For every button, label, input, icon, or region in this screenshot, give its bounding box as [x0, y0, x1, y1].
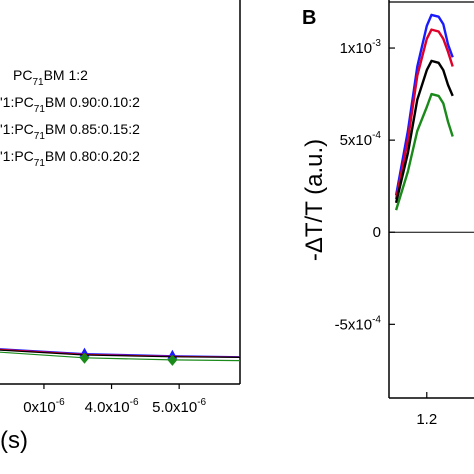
panel-b-y-tick-label-4: -5x10-4 [335, 314, 382, 333]
panel-b-y-axis-label: -ΔT/T (a.u.) [301, 139, 328, 261]
panel-b-y-ticks: 1x10-3 5x10-4 0 -5x10-4 [335, 38, 395, 333]
panel-b: B 1x10-3 5x10-4 0 -5x10-4 1.2 -ΔT/T (a.u.) [301, 0, 474, 428]
panel-a-x-ticks: 0x10-6 4.0x10-6 5.0x10-6 [23, 384, 207, 416]
panel-b-series-line-2 [394, 28, 454, 200]
panel-a-x-tick-label-2: 4.0x10-6 [85, 397, 139, 416]
panel-a-legend-entry-4: '1:PC71BM 0.80:0.20:2 [0, 148, 140, 169]
panel-a-marker-4-1 [79, 352, 90, 364]
panel-a-series-line-4 [0, 351, 241, 362]
panel-a-marker-4-2 [167, 354, 178, 366]
panel-b-x-tick-label-1: 1.2 [416, 411, 437, 428]
panel-b-letter: B [302, 7, 316, 29]
panel-b-y-tick-label-1: 1x10-3 [340, 38, 382, 57]
panel-a-series-line-3 [0, 349, 241, 358]
panel-a-legend: PC71BM 1:2 '1:PC71BM 0.90:0.10:2 '1:PC71BM… [0, 67, 140, 169]
panel-b-series-line-4 [394, 92, 454, 211]
panel-a-x-tick-label-1: 0x10-6 [23, 397, 65, 416]
panel-a-x-tick-label-3: 5.0x10-6 [152, 397, 206, 416]
panel-a-legend-entry-3: '1:PC71BM 0.85:0.15:2 [0, 121, 140, 142]
panel-a-legend-entry-1: PC71BM 1:2 [13, 67, 88, 88]
panel-b-series-line-1 [394, 13, 454, 196]
panel-a-series [0, 347, 241, 366]
panel-a-x-axis-label: (s) [0, 427, 28, 454]
panel-b-series-line-3 [394, 59, 454, 204]
panel-a: 0x10-6 4.0x10-6 5.0x10-6 PC71BM 1:2 '1:PC71… [0, 0, 241, 454]
panel-a-legend-entry-2: '1:PC71BM 0.90:0.10:2 [0, 94, 140, 115]
panel-b-x-ticks: 1.2 [416, 392, 437, 428]
panel-b-series [394, 13, 454, 211]
panel-b-y-tick-label-3: 0 [373, 224, 381, 241]
panel-b-y-tick-label-2: 5x10-4 [340, 130, 382, 149]
